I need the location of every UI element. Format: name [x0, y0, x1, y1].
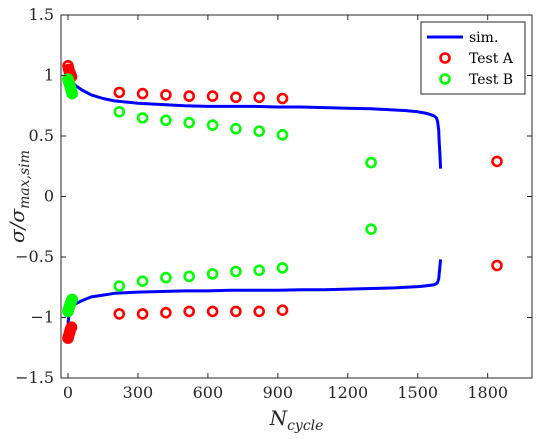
x-tick-label: 1500	[397, 383, 438, 402]
x-tick-label: 900	[263, 383, 294, 402]
data-point	[206, 268, 219, 280]
legend-swatch-test-a	[439, 52, 451, 64]
legend-box	[420, 21, 526, 95]
data-point	[136, 308, 149, 320]
data-point	[65, 321, 78, 334]
legend-label-test-a: Test A	[469, 51, 514, 67]
x-tick-label: 300	[123, 383, 154, 402]
data-point	[113, 308, 126, 320]
data-point	[136, 87, 149, 100]
data-point	[183, 270, 195, 283]
data-point	[276, 92, 289, 105]
x-tick-label: 0	[63, 383, 73, 402]
series-sim	[66, 65, 443, 324]
data-point	[253, 125, 266, 137]
legend-label-sim: sim.	[469, 30, 498, 46]
data-point	[491, 259, 503, 272]
data-point	[276, 304, 289, 317]
y-axis-label: σ/σmax,sim	[5, 150, 33, 243]
data-point	[160, 89, 172, 101]
sim-line-upper	[66, 65, 443, 169]
y-tick-label: 1.5	[29, 5, 54, 24]
data-point	[113, 86, 126, 99]
axes-layer: 0 300 600 900 1200 1500 1800 −1.5 −1 −0.5 0 0.5 1 1.5	[15, 5, 533, 402]
data-point	[160, 271, 172, 284]
data-point	[276, 129, 289, 141]
data-point	[206, 119, 219, 131]
sim-line-lower	[66, 259, 443, 324]
x-tick-label: 1200	[327, 383, 368, 402]
data-point	[253, 264, 266, 277]
y-tick-label: 0.5	[29, 126, 54, 145]
data-point	[113, 280, 126, 292]
data-point	[491, 155, 503, 168]
y-tick-label: −1	[30, 308, 54, 327]
legend: sim. Test A Test B	[420, 21, 526, 95]
data-point	[160, 114, 172, 127]
data-point	[183, 305, 195, 318]
data-point	[206, 90, 219, 102]
legend-swatch-test-b	[439, 73, 451, 85]
y-tick-label: 1	[44, 66, 54, 85]
data-point	[230, 91, 242, 104]
data-point	[183, 90, 195, 102]
data-point	[183, 116, 195, 129]
x-axis-label: Ncycle	[269, 406, 324, 434]
legend-label-test-b: Test B	[469, 72, 513, 88]
data-point	[113, 106, 126, 118]
y-tick-label: −0.5	[15, 247, 54, 266]
y-tick-label: −1.5	[15, 368, 54, 387]
data-point	[66, 293, 78, 306]
data-point	[136, 275, 149, 288]
series-layer	[62, 60, 503, 344]
data-point	[276, 262, 289, 274]
series-test-a	[62, 60, 503, 344]
data-point	[365, 156, 377, 169]
series-test-b	[62, 73, 377, 318]
data-point	[253, 91, 266, 104]
data-point	[136, 112, 149, 124]
data-point	[230, 305, 242, 318]
data-point	[66, 87, 78, 100]
y-tick-label: 0	[44, 187, 54, 206]
data-point	[206, 305, 219, 318]
data-point	[160, 306, 172, 319]
x-tick-label: 1800	[467, 383, 508, 402]
data-point	[253, 305, 266, 318]
data-point	[230, 122, 242, 135]
x-tick-label: 600	[193, 383, 224, 402]
data-point	[230, 265, 242, 278]
data-point	[365, 223, 377, 235]
